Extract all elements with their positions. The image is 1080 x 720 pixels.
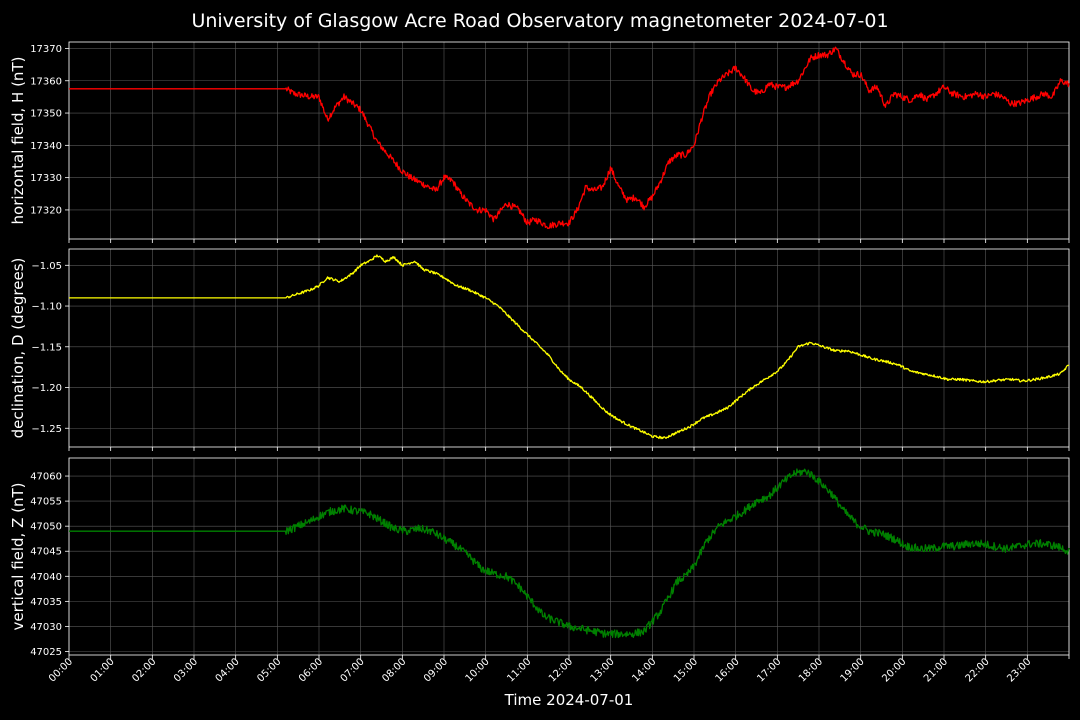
x-tick-label: 17:00 [755,656,783,684]
panel-declination: −1.25 −1.20 −1.15 −1.10 −1.05 declination, D … [9,248,1070,451]
y-tick-label: −1.20 [31,383,62,394]
x-tick-label: 04:00 [214,656,242,684]
x-tick-label: 22:00 [964,656,992,684]
y-tick-label: 47035 [30,597,62,608]
x-tick-label: 01:00 [89,656,117,684]
y-tick-label: 47055 [30,497,62,508]
x-tick-label: 07:00 [339,656,367,684]
x-tick-label: 16:00 [714,656,742,684]
y-tick-label: −1.10 [31,302,62,313]
chart-title: University of Glasgow Acre Road Observat… [191,10,889,32]
y-tick-label: −1.05 [31,261,62,272]
y-tick-label: 17320 [30,205,62,216]
panel-horizontal-field: 17320 17330 17340 17350 17360 17370horizontal… [9,41,1070,243]
y-tick-label: 47060 [30,472,62,483]
y-axis-label: vertical field, Z (nT) [9,482,27,630]
x-tick-label: 12:00 [547,656,575,684]
x-axis-label: Time 2024-07-01 [504,691,634,709]
panel-vertical-field: 47025 47030 47035 47040 47045 47050 47055 47060… [9,457,1070,659]
x-tick-label: 21:00 [922,656,950,684]
y-tick-label: −1.15 [31,342,62,353]
series-line-H [69,46,1070,230]
x-tick-label: 23:00 [1005,656,1033,684]
y-tick-label: 17350 [30,109,62,120]
series-line-D [69,254,1070,440]
panel-frame [68,248,1070,448]
x-tick-label: 15:00 [672,656,700,684]
x-tick-label: 06:00 [297,656,325,684]
x-tick-label: 03:00 [172,656,200,684]
x-tick-label: 08:00 [380,656,408,684]
y-tick-label: 47045 [30,547,62,558]
y-tick-label: 17340 [30,141,62,152]
y-tick-label: 17370 [30,44,62,55]
y-tick-label: 47030 [30,622,62,633]
x-tick-label: 11:00 [505,656,533,684]
y-tick-label: 47050 [30,522,62,533]
x-tick-label: 00:00 [47,656,75,684]
x-tick-label: 20:00 [880,656,908,684]
x-tick-label: 09:00 [422,656,450,684]
y-tick-label: 17330 [30,173,62,184]
x-tick-label: 19:00 [839,656,867,684]
x-tick-label: 05:00 [255,656,283,684]
y-axis-label: declination, D (degrees) [9,258,27,439]
series-line-Z [69,468,1070,639]
x-tick-label: 10:00 [464,656,492,684]
x-tick-label: 14:00 [630,656,658,684]
y-tick-label: −1.25 [31,424,62,435]
y-tick-label: 47025 [30,647,62,658]
panel-frame [68,457,1070,656]
y-tick-label: 47040 [30,572,62,583]
y-axis-label: horizontal field, H (nT) [9,57,27,225]
x-axis-time: 00:00 01:00 02:00 03:00 04:00 05:00 06:00 07:00… [47,656,1033,684]
x-tick-label: 18:00 [797,656,825,684]
x-tick-label: 13:00 [589,656,617,684]
panel-frame [68,41,1070,240]
x-tick-label: 02:00 [130,656,158,684]
y-tick-label: 17360 [30,76,62,87]
